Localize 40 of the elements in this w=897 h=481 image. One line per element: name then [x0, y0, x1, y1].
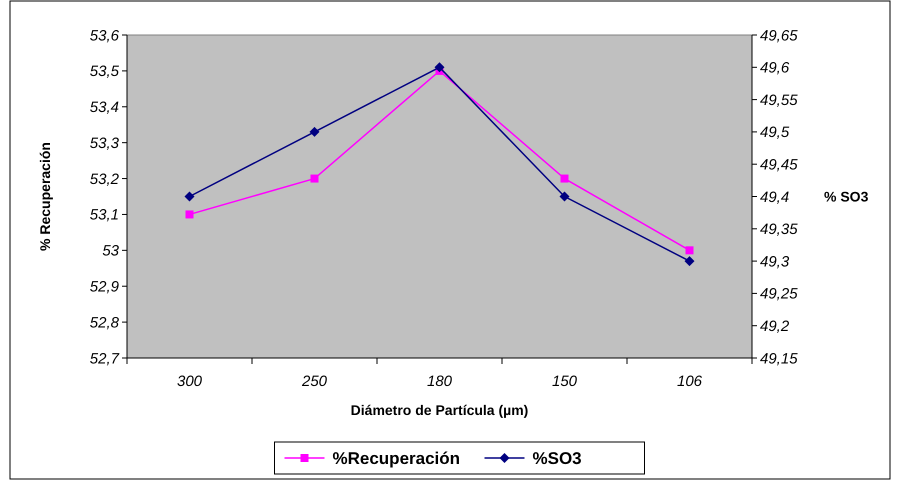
x-axis-title: Diámetro de Partícula (µm) [350, 402, 528, 418]
y2-tick-label: 49,45 [760, 156, 798, 174]
point [184, 192, 194, 202]
x-tick-label: 150 [552, 373, 578, 390]
x-tick-label: 180 [426, 373, 453, 390]
y-tick-label: 53,6 [90, 27, 120, 44]
y2-tick-label: 49,25 [760, 286, 798, 303]
point [434, 62, 444, 72]
y2-tick-label: 49,6 [760, 60, 790, 77]
y2-tick-label: 49,5 [760, 124, 790, 142]
y-tick-label: 52,7 [90, 350, 120, 368]
point [560, 174, 568, 183]
y2-tick-label: 49,3 [760, 253, 790, 270]
legend-label: %SO3 [532, 448, 582, 468]
y-tick-label: 53 [102, 242, 120, 260]
x-tick-label: 250 [300, 373, 328, 390]
y2-tick-label: 49,65 [760, 27, 798, 44]
point [686, 246, 694, 254]
legend-label: %Recuperación [332, 448, 460, 468]
y2-tick-label: 49,55 [760, 92, 798, 109]
point [310, 126, 320, 137]
y-tick-label: 52,9 [90, 278, 120, 296]
y-tick-label: 53,3 [90, 134, 120, 152]
y-tick-label: 53,1 [90, 206, 119, 224]
x-tick-label: 106 [676, 373, 703, 390]
point [186, 210, 194, 218]
y2-tick-label: 49,4 [760, 188, 790, 206]
y2-tick-label: 49,15 [760, 350, 798, 368]
y2-tick-label: 49,35 [760, 221, 798, 238]
y-tick-label: 53,4 [90, 99, 119, 116]
y-axis-title: % Recuperación [37, 142, 53, 251]
point [310, 174, 318, 183]
y2-axis-title: % SO3 [824, 188, 869, 204]
y-tick-label: 52,8 [90, 314, 120, 332]
x-tick-label: 300 [176, 373, 203, 390]
point [684, 256, 694, 266]
y-tick-label: 53,2 [90, 170, 120, 188]
y2-tick-label: 49,2 [760, 318, 790, 335]
y-tick-label: 53,5 [90, 63, 120, 80]
point [560, 192, 570, 202]
